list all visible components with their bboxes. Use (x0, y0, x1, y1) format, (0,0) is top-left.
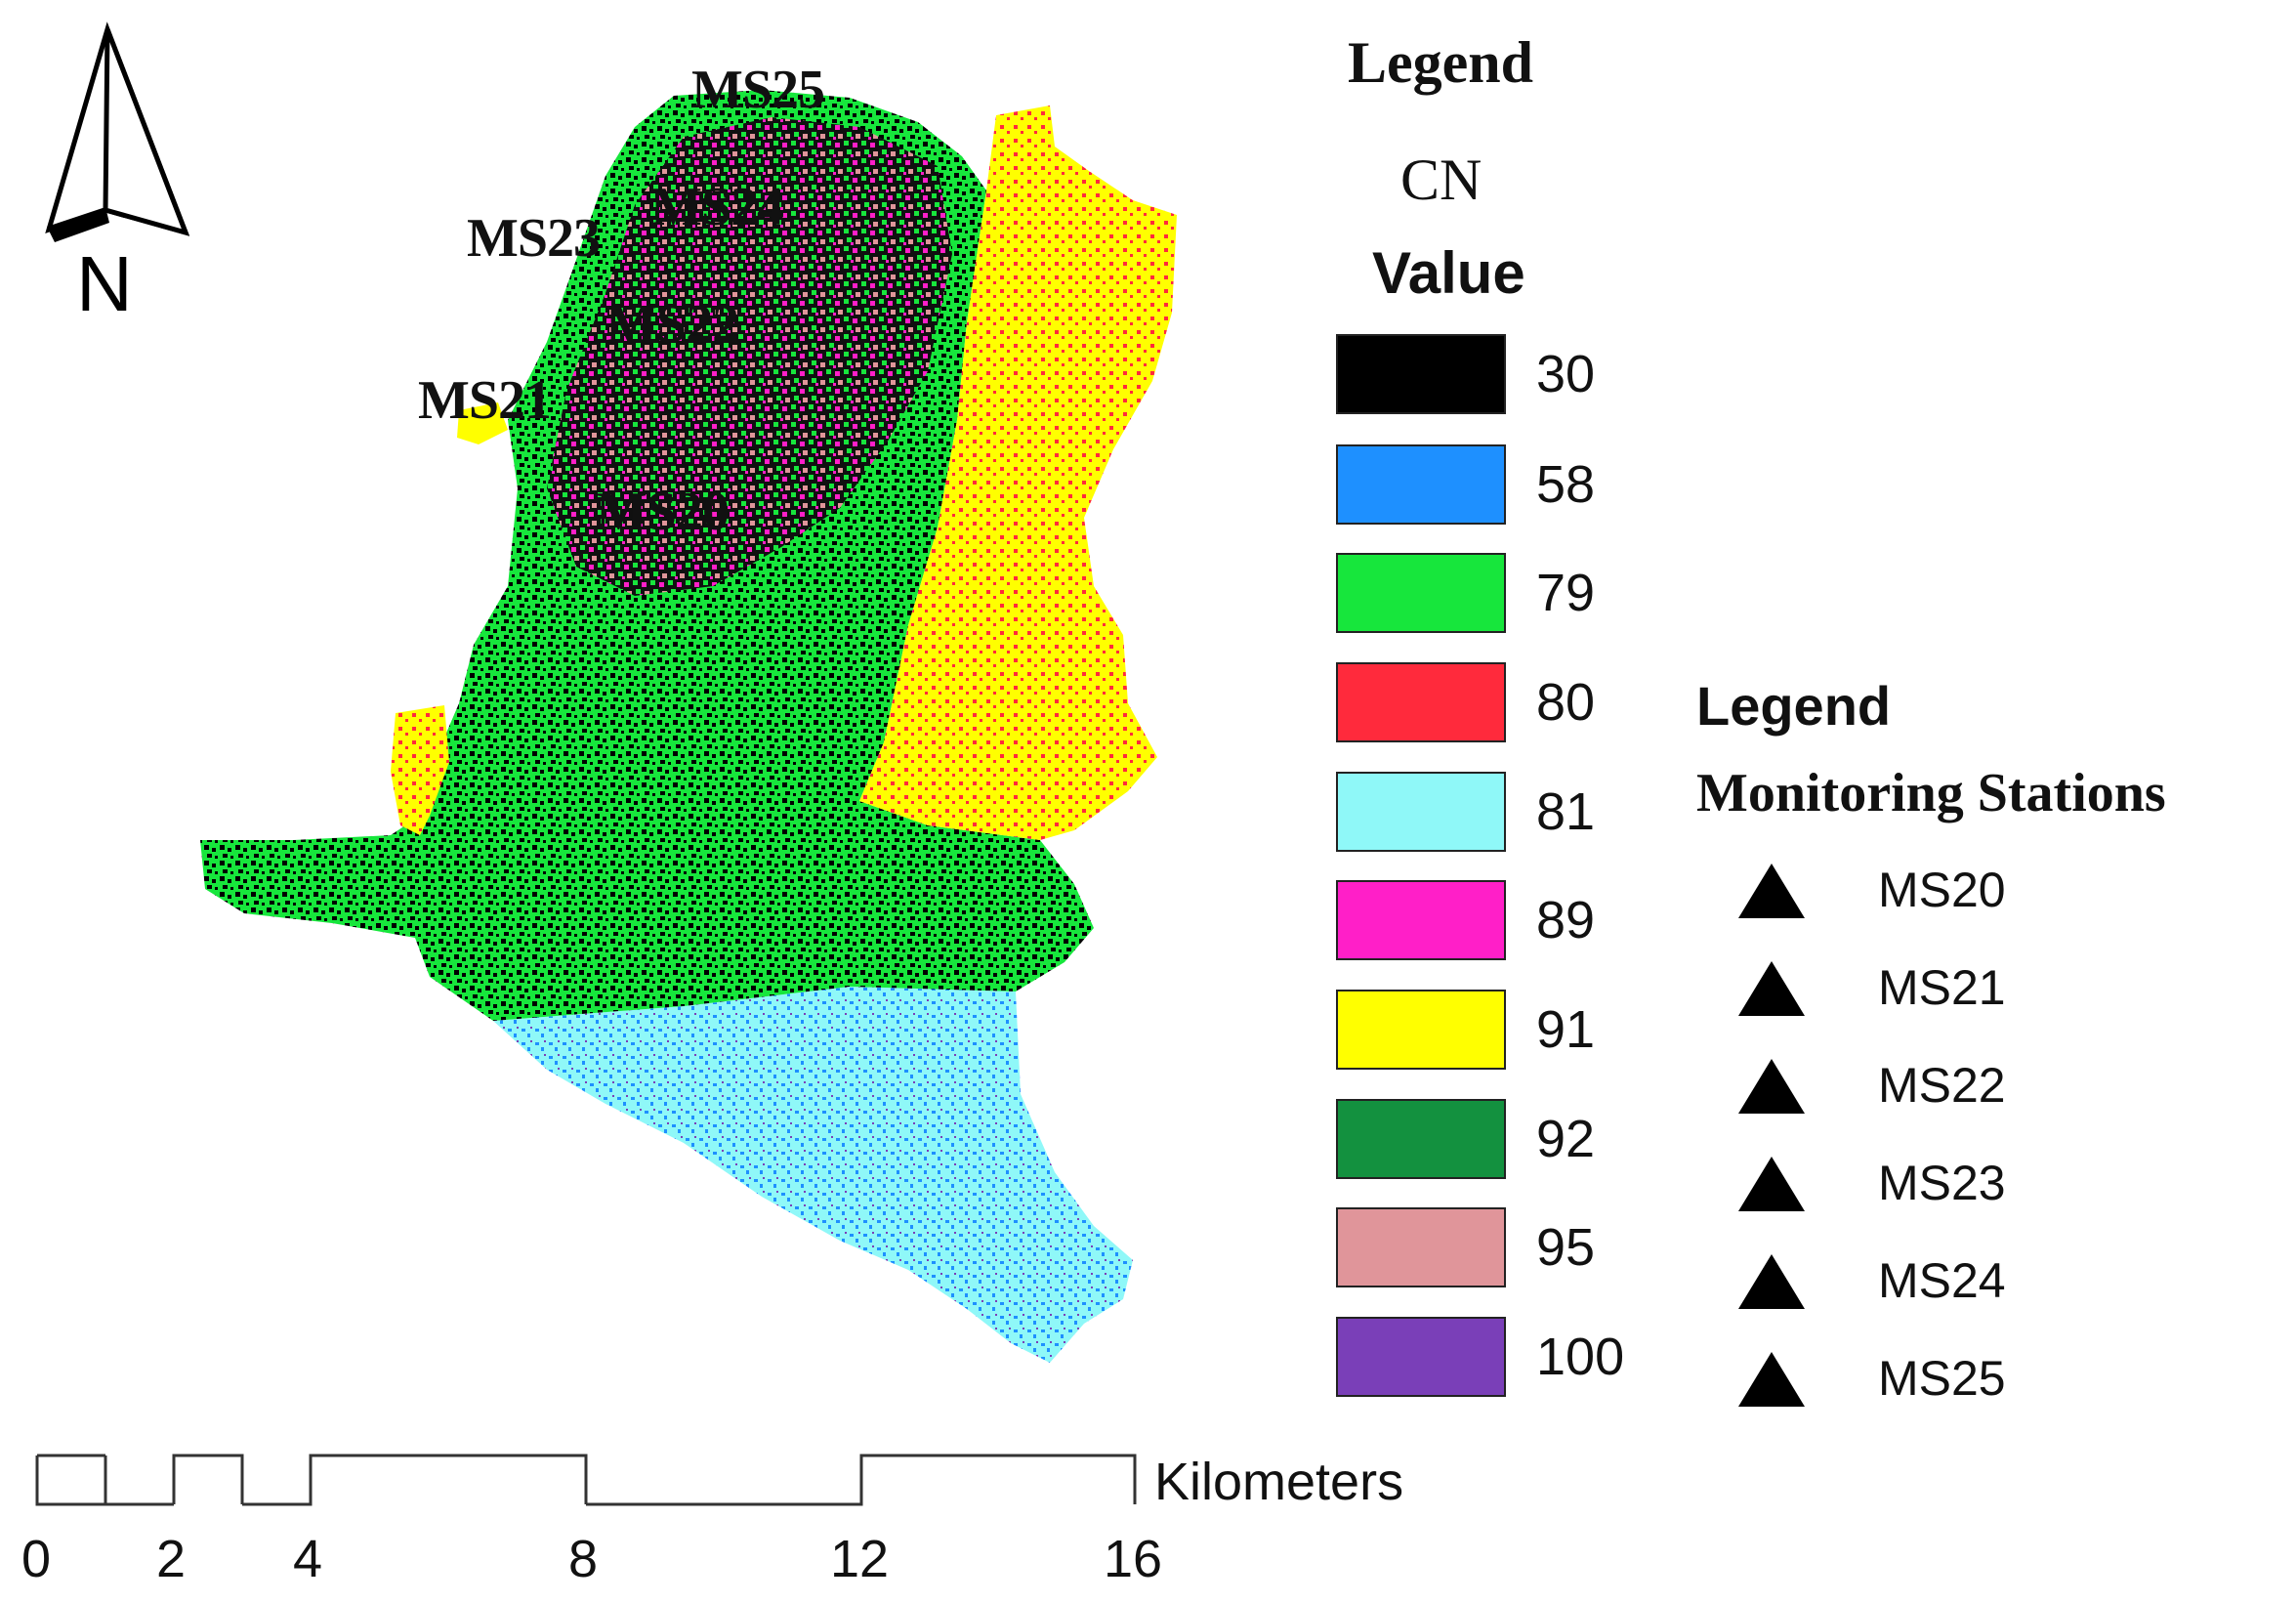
region-cn89 (547, 117, 952, 596)
north-label: N (76, 240, 133, 327)
scale-tick-label: 8 (568, 1530, 599, 1588)
scale-tick-label: 16 (1104, 1530, 1163, 1588)
station-legend-label: MS21 (1878, 960, 2006, 1015)
station-legend-item: MS25 (1738, 1346, 2090, 1414)
cn-legend-item: 58 (1336, 444, 1649, 525)
cn-legend-item: 91 (1336, 990, 1649, 1070)
cn-value: 100 (1536, 1328, 1625, 1386)
cn-swatch (1336, 444, 1506, 525)
cn-legend-title: Legend (1348, 30, 1534, 95)
scale-unit-label: Kilometers (1154, 1453, 1404, 1511)
cn-value: 58 (1536, 455, 1596, 514)
cn-swatch (1336, 662, 1506, 742)
cn-value: 92 (1536, 1110, 1596, 1168)
cn-legend-item: 30 (1336, 334, 1649, 414)
cn-legend-item: 100 (1336, 1317, 1649, 1397)
north-arrow-icon (45, 21, 190, 242)
station-label-ms20: MS20 (596, 482, 730, 542)
cn-swatch (1336, 1099, 1506, 1179)
triangle-icon (1738, 1157, 1805, 1211)
cn-swatch (1336, 1207, 1506, 1287)
station-legend-item: MS23 (1738, 1151, 2090, 1219)
region-cn91 (859, 105, 1177, 840)
station-legend-item: MS24 (1738, 1248, 2090, 1317)
cn-value: 89 (1536, 891, 1596, 949)
cn-legend-item: 80 (1336, 662, 1649, 742)
cn-value: 80 (1536, 673, 1596, 732)
station-label-ms24: MS24 (650, 177, 784, 237)
station-label-ms25: MS25 (691, 60, 825, 120)
station-legend-label: MS24 (1878, 1253, 2006, 1308)
cn-swatch (1336, 772, 1506, 852)
station-legend-label: MS25 (1878, 1351, 2006, 1406)
cn-legend-item: 92 (1336, 1099, 1649, 1179)
cn-swatch (1336, 880, 1506, 960)
cn-legend-item: 95 (1336, 1207, 1649, 1287)
station-legend-item: MS22 (1738, 1053, 2090, 1121)
triangle-icon (1738, 1352, 1805, 1407)
cn-swatch (1336, 334, 1506, 414)
triangle-icon (1738, 864, 1805, 918)
cn-legend-heading: Value (1372, 240, 1525, 306)
cn-legend-subtitle: CN (1400, 148, 1482, 212)
stations-legend-heading: Monitoring Stations (1696, 763, 2166, 823)
cn-value: 81 (1536, 782, 1596, 841)
cn-swatch (1336, 1317, 1506, 1397)
station-legend-label: MS23 (1878, 1156, 2006, 1210)
cn-legend-item: 81 (1336, 772, 1649, 852)
region-cn91-nw (457, 402, 508, 444)
cn-value: 95 (1536, 1218, 1596, 1277)
station-legend-item: MS21 (1738, 955, 2090, 1024)
scale-tick-label: 0 (21, 1530, 52, 1588)
cn-value: 79 (1536, 564, 1596, 622)
station-label-ms23: MS23 (467, 208, 601, 269)
scale-bar (35, 1454, 1137, 1506)
station-label-ms21: MS21 (418, 370, 552, 431)
region-cn81 (493, 987, 1133, 1363)
cn-value: 30 (1536, 345, 1596, 403)
station-legend-label: MS20 (1878, 863, 2006, 917)
cn-legend-item: 89 (1336, 880, 1649, 960)
region-cn91-west (391, 705, 449, 835)
cn-legend-item: 79 (1336, 553, 1649, 633)
scale-tick-label: 2 (156, 1530, 187, 1588)
station-label-ms22: MS22 (605, 294, 739, 355)
stations-legend-title: Legend (1696, 675, 1892, 737)
station-legend-item: MS20 (1738, 858, 2090, 926)
triangle-icon (1738, 961, 1805, 1016)
scale-tick-label: 4 (293, 1530, 323, 1588)
station-legend-label: MS22 (1878, 1058, 2006, 1113)
cn-swatch (1336, 990, 1506, 1070)
scale-tick-label: 12 (830, 1530, 890, 1588)
cn-value: 91 (1536, 1000, 1596, 1059)
triangle-icon (1738, 1254, 1805, 1309)
triangle-icon (1738, 1059, 1805, 1114)
cn-swatch (1336, 553, 1506, 633)
